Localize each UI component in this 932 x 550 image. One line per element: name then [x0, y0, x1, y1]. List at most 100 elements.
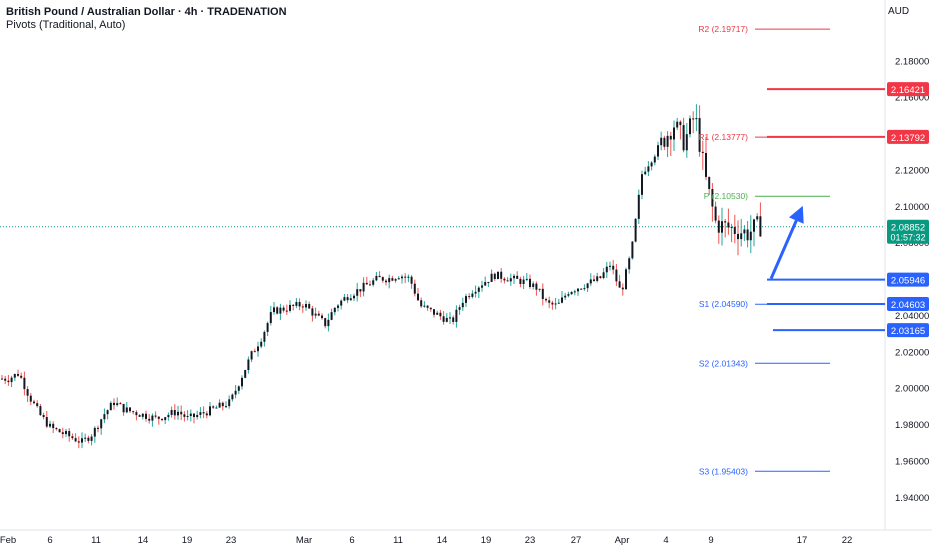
candle-body	[436, 312, 439, 315]
candle-body	[189, 413, 192, 417]
candle-body	[61, 432, 64, 435]
candle-body	[23, 377, 26, 390]
candle-body	[404, 276, 407, 278]
x-tick-label: 19	[182, 535, 193, 546]
candle-body	[433, 309, 435, 315]
candle-body	[225, 406, 227, 408]
candle-body	[292, 304, 295, 306]
candle-body	[273, 307, 275, 313]
x-tick-label: 14	[437, 535, 448, 546]
candle-body	[596, 276, 599, 281]
candle-body	[7, 380, 10, 383]
x-tick-label: Mar	[296, 535, 312, 546]
pivot-label: P (2.10530)	[704, 191, 748, 201]
candle-body	[650, 162, 653, 167]
arrow-shaft	[769, 219, 798, 280]
chart-title: British Pound / Australian Dollar · 4h ·…	[6, 6, 287, 18]
price-tags: 2.16421 2.13792 2.05946 2.04603 2.03165 2.088…	[887, 82, 929, 338]
candle-body	[391, 278, 394, 281]
candle-body	[548, 300, 551, 303]
candle-body	[673, 127, 675, 140]
candle-body	[529, 278, 531, 287]
candle-body	[628, 258, 631, 270]
candle-body	[71, 436, 74, 439]
candle-body	[151, 415, 154, 421]
candle-body	[509, 278, 512, 282]
candle-body	[109, 402, 112, 411]
level-price-tag	[887, 272, 929, 287]
candle-body	[589, 279, 592, 284]
y-tick-label: 2.10000	[895, 202, 929, 213]
candle-body	[173, 410, 176, 416]
candle-body	[580, 288, 583, 290]
candle-body	[4, 378, 7, 381]
candle-body	[759, 216, 762, 237]
pivot-label: S2 (2.01343)	[699, 358, 748, 368]
candle-body	[721, 221, 723, 233]
candle-body	[564, 295, 567, 298]
candle-body	[52, 423, 55, 429]
candle-body	[205, 413, 208, 416]
candle-body	[228, 399, 231, 407]
candle-body	[183, 414, 186, 417]
candle-body	[49, 423, 51, 427]
candle-body	[237, 386, 240, 391]
candle-body	[285, 310, 288, 312]
candle-body	[157, 416, 160, 419]
candle-body	[653, 156, 656, 163]
last-price-tag	[887, 219, 929, 244]
candle-body	[186, 416, 189, 418]
currency-label[interactable]: AUD	[888, 6, 910, 17]
level-price-tag-text: 2.03165	[891, 326, 925, 337]
candle-body	[209, 406, 211, 416]
level-price-tag	[887, 129, 929, 144]
candle-body	[167, 414, 170, 418]
candle-body	[375, 275, 378, 281]
candle-body	[372, 280, 375, 285]
candle-body	[503, 278, 506, 281]
y-tick-label: 1.94000	[895, 493, 929, 504]
candle-body	[577, 288, 579, 292]
x-tick-label: 4	[663, 535, 668, 546]
candle-body	[212, 406, 215, 408]
indicator-legend[interactable]: Pivots (Traditional, Auto)	[6, 19, 126, 31]
candle-body	[1, 378, 3, 380]
candle-body	[103, 414, 106, 420]
candle-body	[308, 304, 311, 309]
candle-body	[634, 218, 637, 242]
pivot-label: S1 (2.04590)	[699, 299, 748, 309]
candle-body	[250, 351, 253, 360]
candle-body	[532, 283, 535, 287]
candle-body	[465, 296, 467, 303]
candle-body	[10, 377, 13, 383]
candle-body	[58, 429, 61, 433]
candle-body	[522, 279, 525, 284]
candle-body	[369, 284, 371, 286]
candle-body	[247, 359, 250, 371]
candle-body	[106, 410, 109, 415]
candle-body	[637, 194, 640, 219]
candle-body	[612, 265, 615, 270]
candle-body	[301, 306, 304, 308]
candle-body	[609, 265, 611, 267]
candle-body	[743, 229, 746, 234]
candle-body	[698, 118, 701, 152]
candle-body	[429, 307, 432, 310]
candle-body	[122, 403, 125, 413]
candle-body	[333, 307, 336, 313]
candle-body	[711, 188, 714, 207]
projection-arrow[interactable]	[769, 205, 804, 280]
candle-body	[442, 316, 445, 322]
candle-body	[618, 281, 621, 288]
candle-body	[631, 241, 634, 259]
candle-body	[714, 206, 717, 221]
candle-body	[420, 300, 423, 307]
candle-body	[487, 281, 490, 283]
candle-body	[669, 135, 672, 140]
candle-body	[615, 269, 618, 282]
x-tick-label: 27	[571, 535, 582, 546]
candle-body	[506, 280, 509, 282]
candle-body	[199, 412, 202, 415]
candle-body	[295, 302, 298, 306]
